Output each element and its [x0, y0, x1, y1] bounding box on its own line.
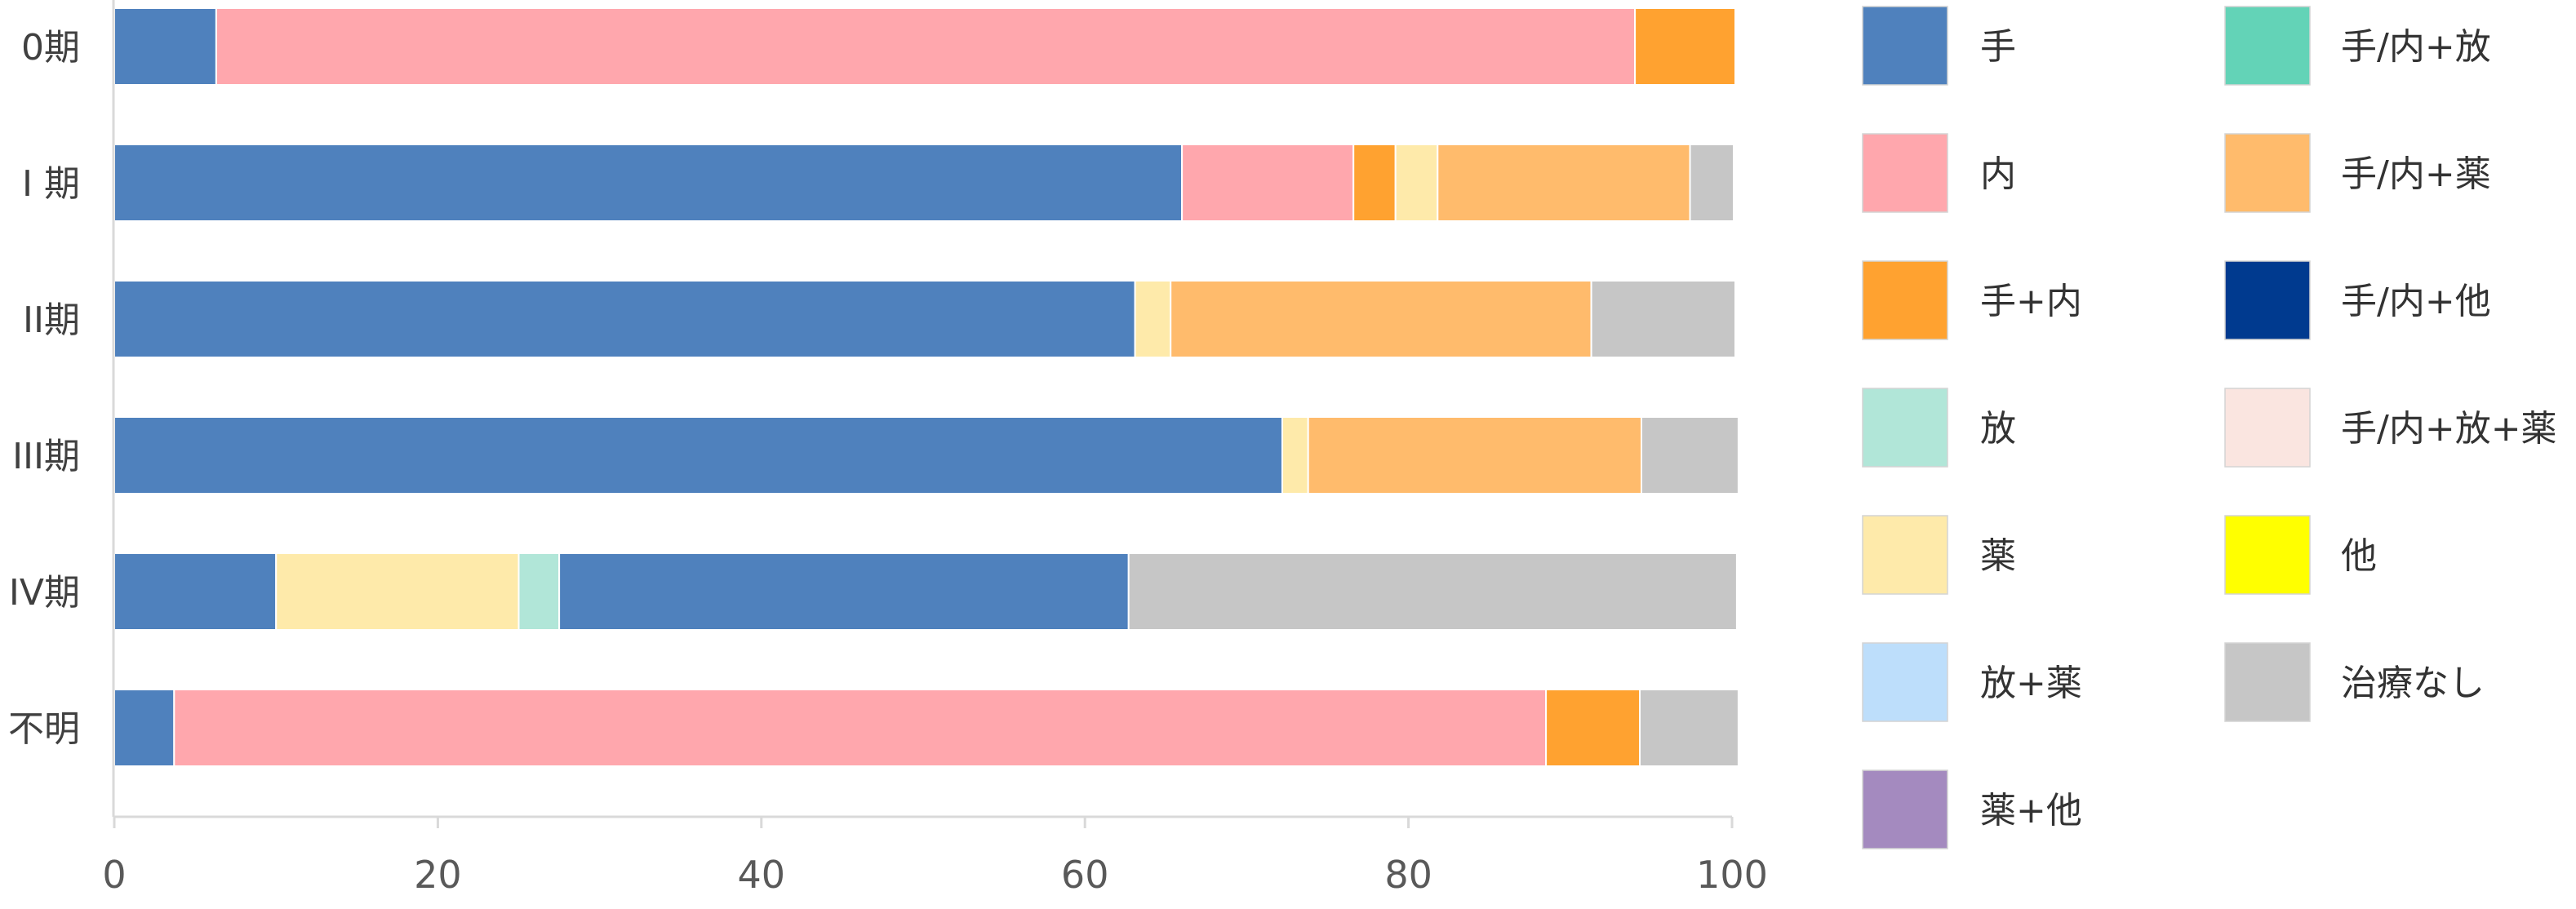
legend-swatch-8: [2224, 133, 2311, 213]
bar-segment-5-0: [113, 689, 175, 767]
bar-segment-2-3: [1590, 280, 1736, 358]
legend-label-9: 手/内+他: [2341, 281, 2491, 322]
bar-segment-0-2: [1634, 7, 1736, 86]
bar-segment-1-5: [1689, 144, 1734, 222]
legend-label-10: 手/内+放+薬: [2341, 408, 2557, 450]
legend-swatch-1: [1862, 133, 1948, 213]
bar-segment-1-1: [1181, 144, 1355, 222]
bars-group: [113, 7, 1739, 767]
category-label-2: II期: [23, 299, 80, 341]
x-tick-label-5: 100: [1696, 853, 1768, 897]
bar-segment-2-0: [113, 280, 1136, 358]
bar-segment-3-2: [1307, 416, 1642, 494]
legend-label-6: 薬+他: [1980, 790, 2082, 831]
legend-swatch-10: [2224, 388, 2311, 468]
legend-label-3: 放: [1980, 408, 2016, 450]
x-tick-label-0: 0: [102, 853, 126, 897]
bar-segment-3-3: [1641, 416, 1739, 494]
category-label-3: III期: [12, 436, 80, 477]
bar-segment-4-1: [275, 552, 520, 631]
x-tick-label-3: 60: [1061, 853, 1109, 897]
legend-swatch-0: [1862, 6, 1948, 86]
x-tick-label-2: 40: [738, 853, 786, 897]
legend-swatch-12: [2224, 642, 2311, 722]
legend-swatch-7: [2224, 6, 2311, 86]
x-tick-label-4: 80: [1384, 853, 1432, 897]
legend-swatch-3: [1862, 388, 1948, 468]
category-label-0: 0期: [21, 27, 80, 69]
bar-segment-1-4: [1437, 144, 1691, 222]
legend-label-0: 手: [1980, 26, 2016, 68]
category-label-4: IV期: [9, 572, 80, 614]
legend-swatch-2: [1862, 260, 1948, 340]
bar-segment-2-2: [1170, 280, 1592, 358]
category-label-1: I 期: [22, 163, 80, 205]
bar-segment-5-3: [1639, 689, 1739, 767]
bar-segment-2-1: [1134, 280, 1172, 358]
bar-segment-5-1: [173, 689, 1547, 767]
legend-label-11: 他: [2341, 535, 2377, 577]
legend-label-4: 薬: [1980, 535, 2016, 577]
bar-segment-4-4: [1127, 552, 1738, 631]
legend-label-7: 手/内+放: [2341, 26, 2491, 68]
legend-swatch-11: [2224, 515, 2311, 595]
bar-segment-4-2: [517, 552, 561, 631]
bar-segment-5-2: [1545, 689, 1641, 767]
x-tick-label-1: 20: [414, 853, 462, 897]
bar-segment-3-0: [113, 416, 1283, 494]
legend-label-1: 内: [1980, 153, 2016, 195]
bar-segment-0-0: [113, 7, 217, 86]
bar-segment-1-2: [1352, 144, 1397, 222]
legend-swatch-9: [2224, 260, 2311, 340]
bar-segment-4-0: [113, 552, 278, 631]
legend-label-2: 手+内: [1980, 281, 2082, 322]
bar-segment-3-1: [1281, 416, 1309, 494]
legend-swatch-5: [1862, 642, 1948, 722]
legend-swatch-4: [1862, 515, 1948, 595]
bar-segment-4-3: [558, 552, 1130, 631]
legend-label-12: 治療なし: [2341, 663, 2485, 704]
legend-swatch-6: [1862, 769, 1948, 849]
bar-segment-0-1: [215, 7, 1637, 86]
bar-segment-1-3: [1394, 144, 1439, 222]
category-label-5: 不明: [8, 708, 80, 750]
bar-segment-1-0: [113, 144, 1184, 222]
legend-label-8: 手/内+薬: [2341, 153, 2491, 195]
legend-label-5: 放+薬: [1980, 663, 2082, 704]
